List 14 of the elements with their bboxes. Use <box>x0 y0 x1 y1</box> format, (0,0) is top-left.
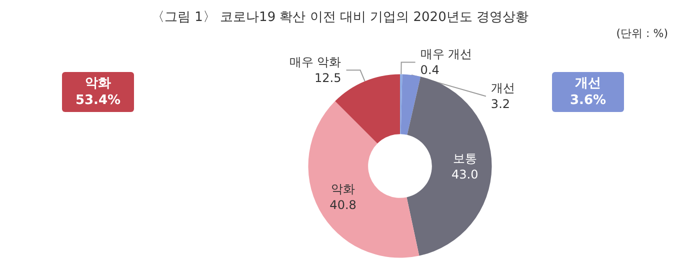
data-label: 0.4 <box>420 63 440 78</box>
slice-label: 보통 <box>452 152 477 166</box>
text: (단위 : %) <box>616 27 668 40</box>
text: 개선 3.6% <box>570 76 606 108</box>
chart-title: 〈그림 1〉 코로나19 확산 이전 대비 기업의 2020년도 경영상황 <box>152 10 528 25</box>
slice-label: 개선 <box>490 81 515 96</box>
data-label: 40.8 <box>330 198 356 212</box>
text: 악화 53.4% <box>75 76 121 108</box>
data-label: 3.2 <box>490 97 510 112</box>
slice-label: 악화 <box>331 182 356 196</box>
data-label: 43.0 <box>451 168 478 182</box>
data-label: 12.5 <box>314 71 342 86</box>
slice-label: 매우 개선 <box>420 47 472 62</box>
slice-label: 매우 악화 <box>289 55 342 70</box>
